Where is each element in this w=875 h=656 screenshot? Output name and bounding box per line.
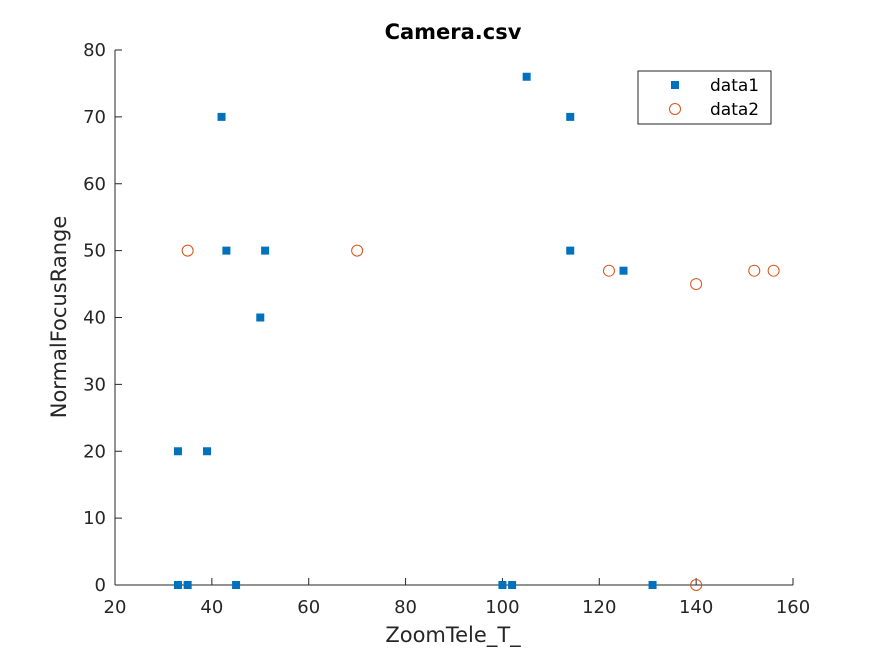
data1-point: [222, 246, 231, 255]
x-tick-label: 140: [679, 597, 713, 618]
data2-point: [748, 264, 761, 277]
x-axis-label: ZoomTele_T_: [385, 623, 521, 648]
y-tick-label: 0: [95, 575, 106, 596]
y-axis-label: NormalFocusRange: [47, 216, 71, 419]
x-tick-label: 20: [104, 597, 127, 618]
data1-point: [522, 72, 531, 81]
data2-point: [351, 244, 364, 257]
data1-point: [173, 581, 182, 589]
data1-point: [256, 313, 265, 322]
data1-point: [183, 581, 192, 589]
legend-label-data1: data1: [710, 76, 759, 96]
y-tick-label: 50: [83, 241, 106, 262]
data1-point: [508, 581, 517, 589]
y-tick-label: 20: [83, 441, 106, 462]
y-tick-label: 80: [83, 40, 106, 61]
data1-point: [566, 112, 575, 121]
data1-point: [203, 447, 212, 456]
data1-point: [648, 581, 657, 589]
data2-point: [602, 264, 615, 277]
data1-point: [232, 581, 241, 589]
x-tick-label: 40: [200, 597, 223, 618]
y-tick-label: 40: [83, 308, 106, 329]
y-tick-label: 30: [83, 374, 106, 395]
data2-point: [181, 244, 194, 257]
data1-point: [173, 447, 182, 456]
data1-point: [498, 581, 507, 589]
data2-point: [767, 264, 780, 277]
legend-marker-data1: [671, 81, 679, 89]
chart-title: Camera.csv: [385, 20, 522, 44]
data2-point: [690, 579, 703, 591]
y-tick-label: 70: [83, 107, 106, 128]
data1-point: [217, 112, 226, 121]
x-tick-label: 120: [582, 597, 616, 618]
x-tick-label: 60: [297, 597, 320, 618]
legend-box: [637, 70, 772, 125]
data1-point: [566, 246, 575, 255]
y-tick-label: 10: [83, 508, 106, 529]
legend: data1 data2: [637, 70, 772, 125]
legend-label-data2: data2: [710, 100, 759, 120]
y-tick-label: 60: [83, 174, 106, 195]
plot-area: 20 40 60 80 100 120 140 160 0 10 20 30 40 50 60 70 80: [83, 40, 810, 618]
data1-point: [261, 246, 270, 255]
data1-point: [619, 266, 628, 275]
legend-marker-data2: [669, 103, 681, 115]
x-tick-label: 100: [485, 597, 519, 618]
x-tick-label: 160: [776, 597, 810, 618]
x-tick-label: 80: [394, 597, 417, 618]
data2-point: [690, 278, 703, 291]
